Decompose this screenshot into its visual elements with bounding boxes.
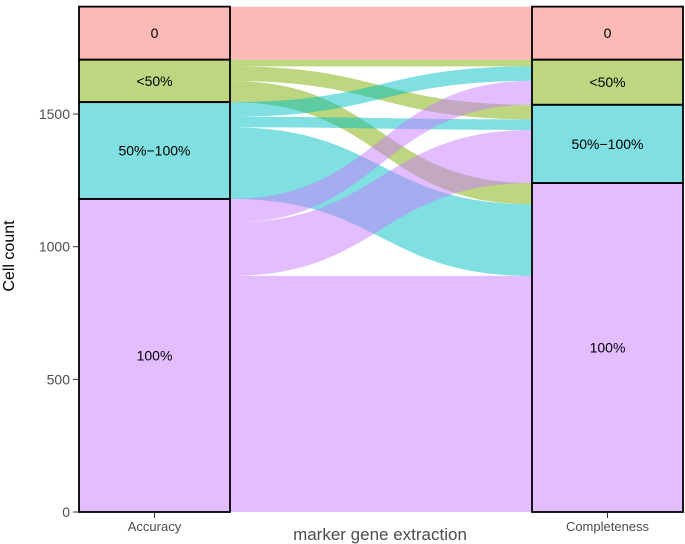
stratum-label-completeness-0: 0 [604, 25, 612, 41]
stratum-label-accuracy-0: 0 [151, 25, 159, 41]
stratum-accuracy-0 [79, 6, 230, 60]
flow-50-100-to-50-100 [230, 116, 532, 130]
stratum-border-completeness-100 [531, 182, 684, 513]
stratum-completeness-0 [532, 6, 683, 60]
flows-layer [230, 6, 532, 512]
flow-50-to-50 [230, 59, 532, 67]
flow-100-to-50-100 [230, 129, 532, 276]
x-tick-label-completeness: Completeness [566, 519, 650, 534]
x-axis-title: marker gene extraction [293, 525, 467, 544]
flow-0-to-0 [230, 6, 532, 60]
y-tick-label-500: 500 [47, 371, 71, 387]
flow-100-to-50 [230, 80, 532, 223]
flow-50-100-to-50 [230, 66, 532, 117]
flow-100-to-100 [230, 275, 532, 512]
stratum-completeness-50 [532, 59, 683, 105]
y-tick-label-1500: 1500 [39, 106, 70, 122]
y-axis-title: Cell count [1, 220, 18, 292]
stratum-label-accuracy-50-100: 50%−100% [118, 143, 190, 159]
stratum-accuracy-50-100 [79, 102, 230, 199]
x-tick-label-accuracy: Accuracy [128, 519, 182, 534]
stratum-label-accuracy-100: 100% [137, 347, 173, 363]
stratum-completeness-100 [532, 183, 683, 512]
stratum-accuracy-50 [79, 59, 230, 103]
stratum-label-completeness-50-100: 50%−100% [571, 136, 643, 152]
stratum-label-accuracy-50: <50% [136, 73, 172, 89]
strata-layer: 0 <50% 50%−100% 100% 0 <50% 50%−100% 100% [78, 5, 684, 513]
stratum-border-accuracy-100 [78, 198, 231, 513]
y-tick-label-0: 0 [62, 504, 70, 520]
stratum-accuracy-100 [79, 198, 230, 512]
stratum-completeness-50-100 [532, 104, 683, 184]
stratum-label-completeness-100: 100% [590, 340, 626, 356]
axis-layer: 0 500 1000 1500 Accuracy Completeness [39, 106, 650, 534]
y-tick-label-1000: 1000 [39, 239, 70, 255]
stratum-label-completeness-50: <50% [589, 74, 625, 90]
